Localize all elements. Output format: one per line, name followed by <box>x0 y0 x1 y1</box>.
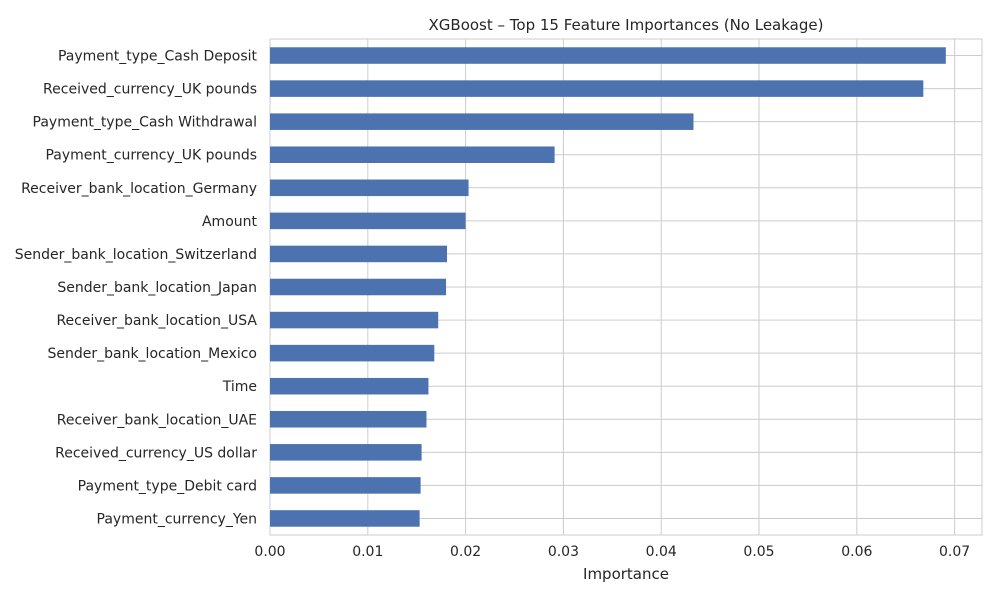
bar <box>270 411 427 428</box>
y-tick-label: Sender_bank_location_Switzerland <box>15 247 257 263</box>
y-tick-label: Payment_currency_UK pounds <box>45 148 257 164</box>
y-tick-label: Receiver_bank_location_UAE <box>57 412 257 428</box>
bar <box>270 444 422 461</box>
x-tick-label: 0.01 <box>352 544 383 560</box>
x-tick-label: 0.07 <box>939 544 970 560</box>
bar <box>270 146 555 163</box>
bar <box>270 47 946 64</box>
x-tick-labels: 0.00 0.01 0.02 0.03 0.04 0.05 0.06 0.07 <box>254 544 970 560</box>
bar <box>270 245 448 263</box>
chart-title: XGBoost – Top 15 Feature Importances (No… <box>429 16 824 34</box>
y-tick-label: Payment_type_Debit card <box>78 478 257 494</box>
x-tick-label: 0.02 <box>450 544 481 560</box>
x-tick-label: 0.05 <box>743 544 774 560</box>
y-tick-label: Receiver_bank_location_Germany <box>21 181 257 197</box>
bar <box>270 377 429 395</box>
bar <box>270 510 420 527</box>
bar <box>270 80 924 97</box>
y-tick-labels: Payment_type_Cash Deposit Received_curren… <box>15 49 258 528</box>
y-tick-label: Received_currency_US dollar <box>55 445 257 461</box>
y-tick-label: Receiver_bank_location_USA <box>56 313 257 329</box>
bar <box>270 477 421 494</box>
bar <box>270 344 435 362</box>
y-tick-label: Amount <box>202 214 258 230</box>
bar <box>270 179 469 197</box>
y-tick-label: Payment_type_Cash Withdrawal <box>33 115 257 131</box>
bar <box>270 212 466 230</box>
x-axis-label: Importance <box>583 565 669 583</box>
bar <box>270 113 694 130</box>
bars <box>270 47 946 527</box>
y-tick-label: Sender_bank_location_Japan <box>57 280 257 296</box>
y-tick-label: Received_currency_UK pounds <box>43 82 257 98</box>
x-tick-label: 0.00 <box>254 544 285 560</box>
x-tick-label: 0.03 <box>548 544 579 560</box>
x-tick-label: 0.06 <box>841 544 872 560</box>
x-tick-label: 0.04 <box>646 544 677 560</box>
y-tick-label: Sender_bank_location_Mexico <box>47 346 257 362</box>
y-tick-label: Payment_currency_Yen <box>97 511 257 527</box>
bar <box>270 311 439 329</box>
y-tick-label: Time <box>222 379 257 395</box>
y-tick-label: Payment_type_Cash Deposit <box>58 49 258 65</box>
bar <box>270 278 447 296</box>
